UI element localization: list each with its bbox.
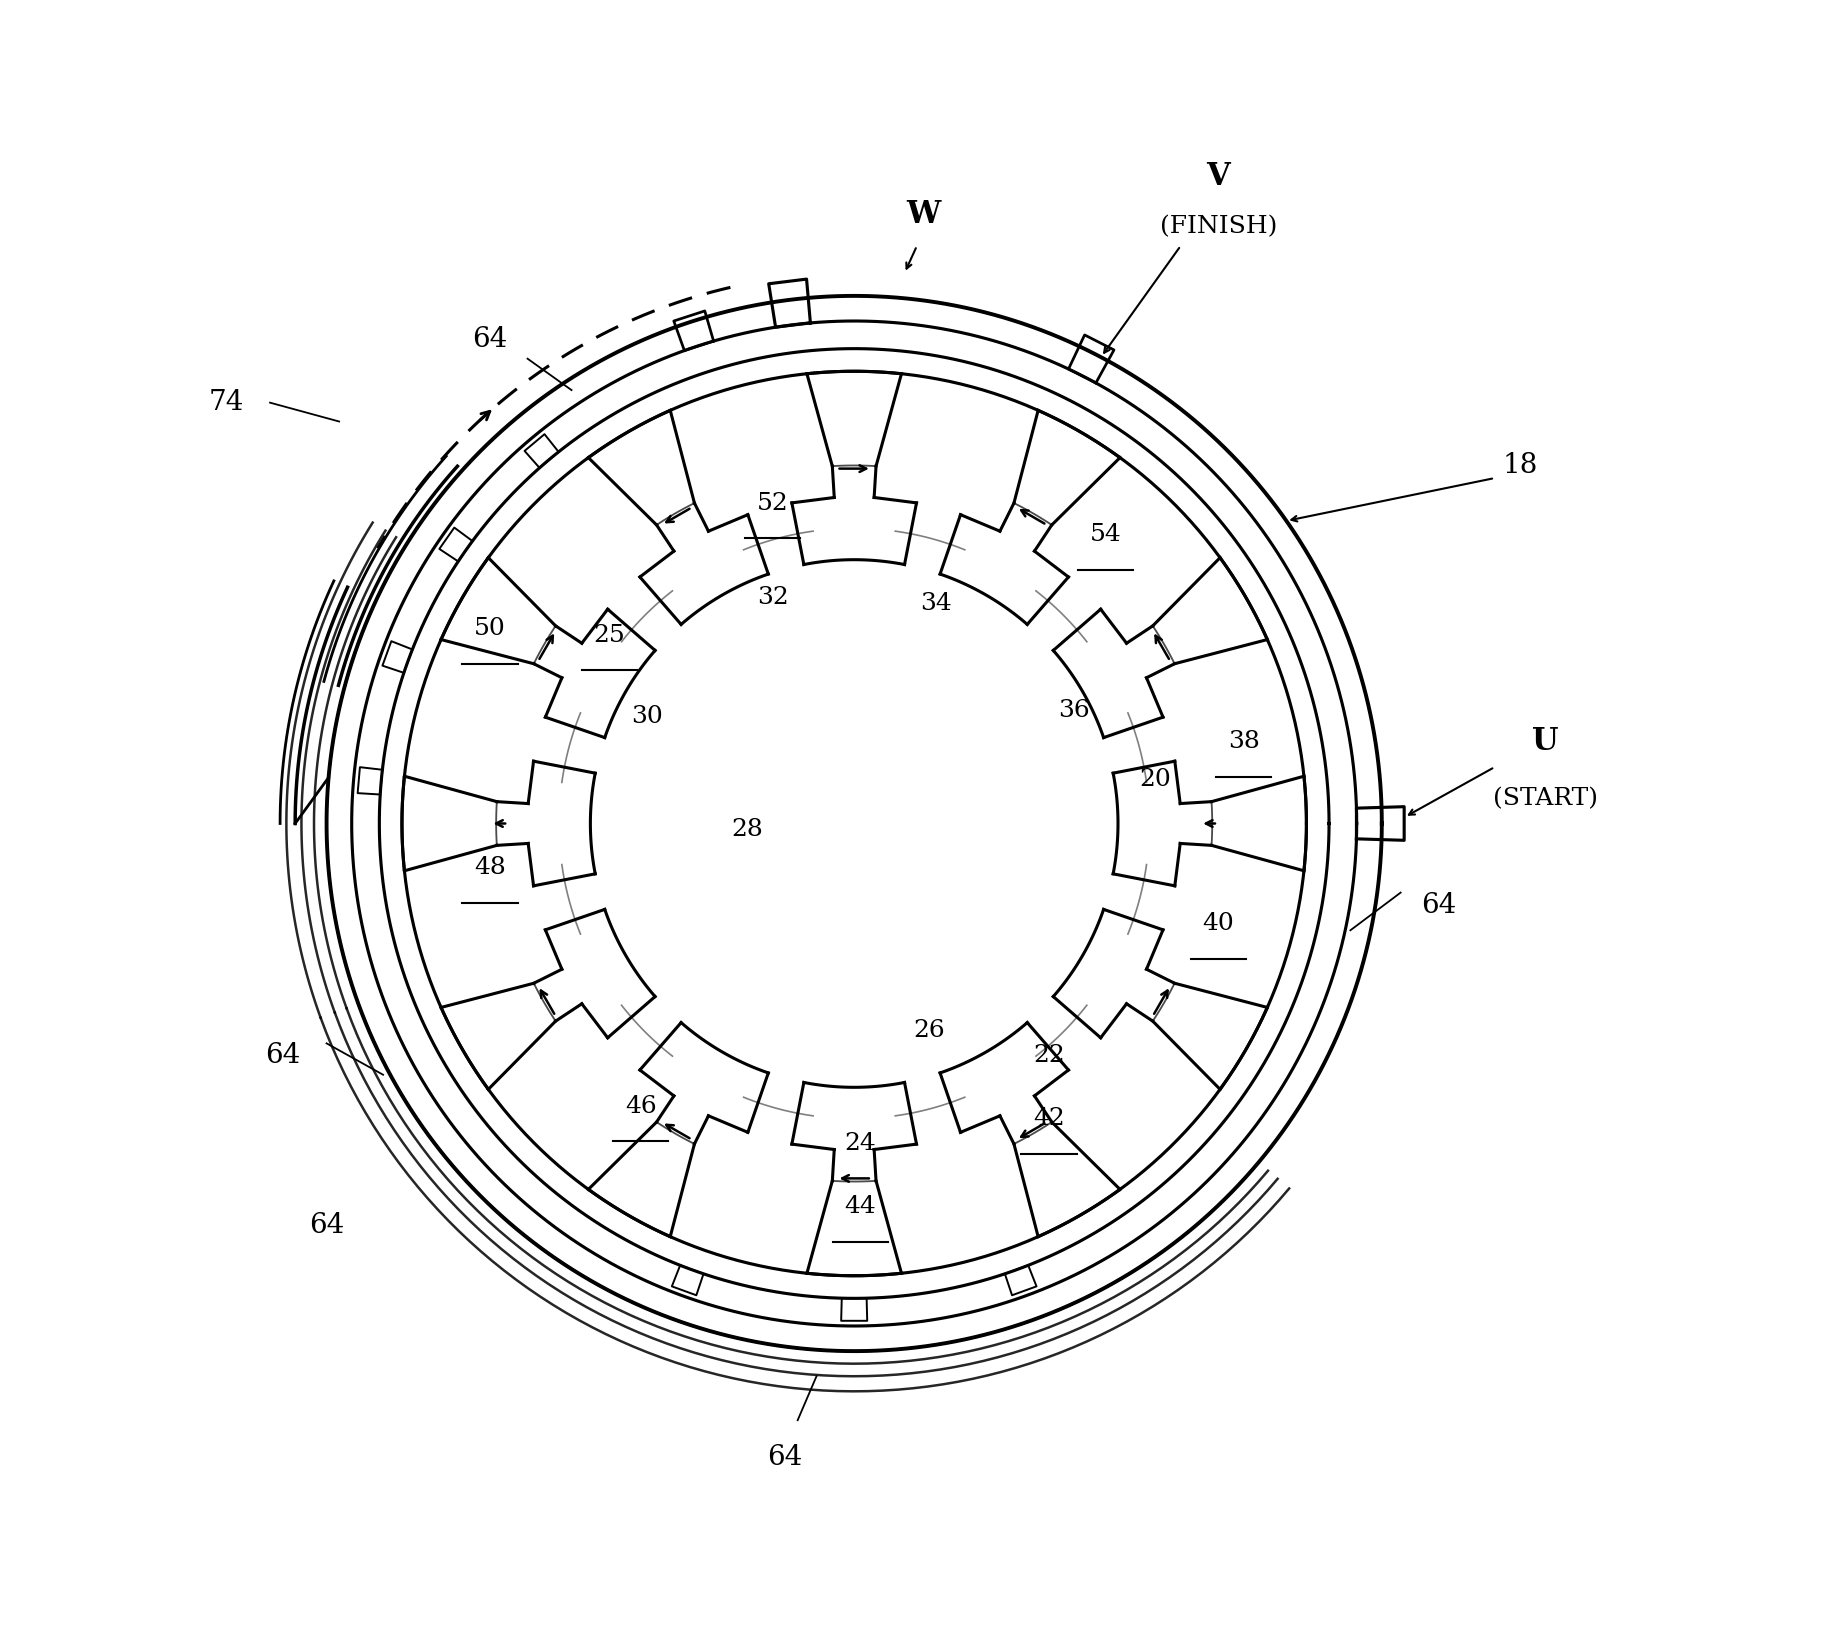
Text: V: V xyxy=(1207,161,1231,193)
Text: 52: 52 xyxy=(757,492,789,514)
Text: 48: 48 xyxy=(473,856,506,879)
Text: 64: 64 xyxy=(308,1212,345,1239)
Text: 50: 50 xyxy=(473,618,506,641)
Text: 40: 40 xyxy=(1203,912,1234,935)
Text: 32: 32 xyxy=(757,586,789,609)
Text: 22: 22 xyxy=(1033,1044,1066,1067)
Text: 20: 20 xyxy=(1139,768,1172,791)
Text: W: W xyxy=(906,199,941,229)
Text: 46: 46 xyxy=(625,1095,657,1118)
Text: 24: 24 xyxy=(845,1133,877,1155)
Text: 42: 42 xyxy=(1033,1107,1066,1130)
Text: (START): (START) xyxy=(1493,787,1597,810)
Text: 64: 64 xyxy=(767,1444,803,1471)
Text: 64: 64 xyxy=(1421,891,1456,919)
Text: 38: 38 xyxy=(1227,730,1260,753)
Text: 74: 74 xyxy=(209,389,244,417)
Text: 36: 36 xyxy=(1058,698,1089,721)
Text: 34: 34 xyxy=(921,593,952,616)
Text: 28: 28 xyxy=(732,819,763,842)
Text: (FINISH): (FINISH) xyxy=(1159,216,1276,239)
Text: 25: 25 xyxy=(594,624,625,647)
Text: 64: 64 xyxy=(471,326,508,354)
Text: U: U xyxy=(1531,726,1559,758)
Text: 26: 26 xyxy=(913,1019,946,1043)
Text: 44: 44 xyxy=(845,1196,877,1219)
Text: 54: 54 xyxy=(1089,524,1121,547)
Text: 30: 30 xyxy=(631,705,662,728)
Text: 64: 64 xyxy=(264,1043,301,1069)
Text: 18: 18 xyxy=(1502,451,1537,479)
